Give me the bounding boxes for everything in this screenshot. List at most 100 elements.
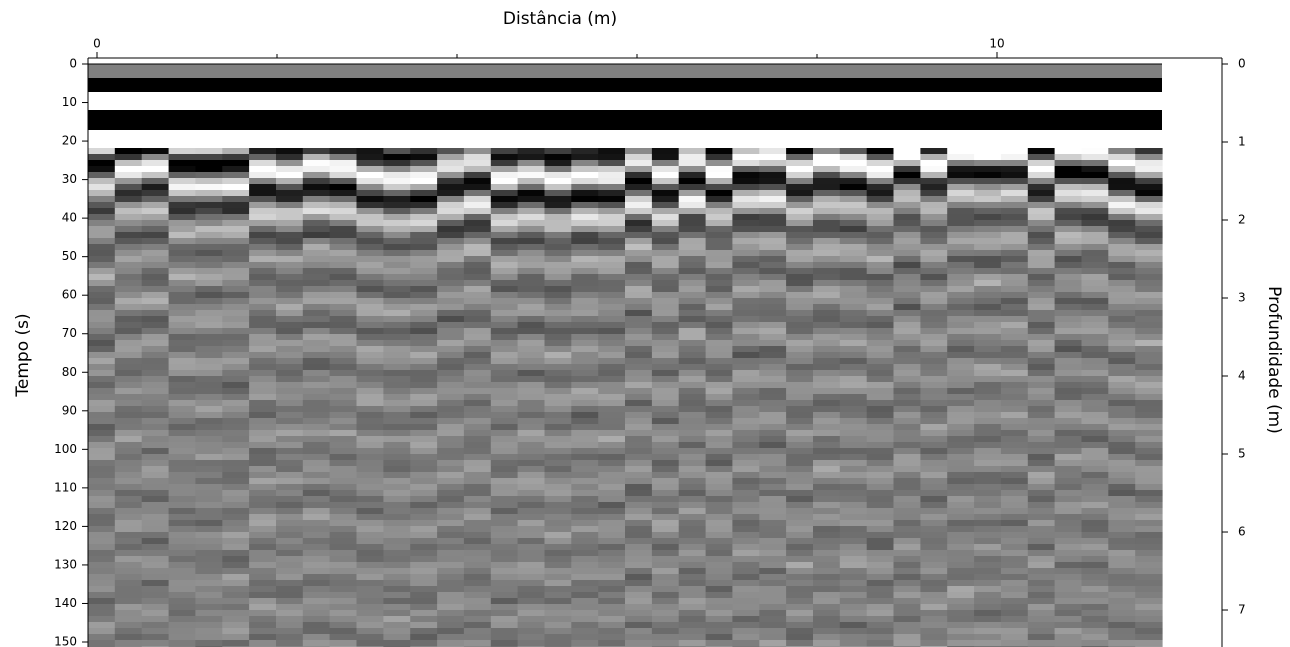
radargram-cell <box>1001 250 1028 256</box>
radargram-cell <box>652 352 679 358</box>
radargram-cell <box>437 616 464 622</box>
radargram-cell <box>920 634 947 640</box>
radargram-cell <box>142 424 169 430</box>
radargram-cell <box>1082 502 1109 508</box>
radargram-cell <box>115 430 142 436</box>
radargram-cell <box>867 298 894 304</box>
x-tick-label: 10 <box>989 37 1004 51</box>
radargram-cell <box>88 184 115 190</box>
radargram-cell <box>276 640 303 646</box>
radargram-cell <box>947 148 974 154</box>
radargram-cell <box>1055 574 1082 580</box>
radargram-cell <box>545 616 572 622</box>
radargram-cell <box>330 412 357 418</box>
radargram-cell <box>598 286 625 292</box>
radargram-cell <box>1135 508 1162 514</box>
radargram-cell <box>947 400 974 406</box>
radargram-cell <box>759 526 786 532</box>
radargram-cell <box>894 238 921 244</box>
radargram-cell <box>195 226 222 232</box>
radargram-cell <box>195 232 222 238</box>
radargram-cell <box>840 424 867 430</box>
radargram-cell <box>625 400 652 406</box>
radargram-cell <box>1108 238 1135 244</box>
radargram-cell <box>115 310 142 316</box>
radargram-cell <box>1055 484 1082 490</box>
radargram-cell <box>464 406 491 412</box>
radargram-cell <box>491 508 518 514</box>
radargram-cell <box>276 256 303 262</box>
radargram-cell <box>679 310 706 316</box>
radargram-cell <box>330 262 357 268</box>
radargram-cell <box>195 424 222 430</box>
radargram-cell <box>732 298 759 304</box>
radargram-cell <box>357 310 384 316</box>
radargram-cell <box>1001 520 1028 526</box>
radargram-cell <box>813 448 840 454</box>
radargram-cell <box>410 400 437 406</box>
radargram-cell <box>732 232 759 238</box>
radargram-cell <box>974 550 1001 556</box>
radargram-cell <box>303 346 330 352</box>
radargram-cell <box>249 592 276 598</box>
radargram-cell <box>974 622 1001 628</box>
radargram-cell <box>276 454 303 460</box>
radargram-cell <box>115 268 142 274</box>
radargram-cell <box>1028 286 1055 292</box>
radargram-cell <box>652 286 679 292</box>
radargram-cell <box>706 370 733 376</box>
radargram-cell <box>545 484 572 490</box>
radargram-cell <box>813 484 840 490</box>
radargram-cell <box>1028 424 1055 430</box>
radargram-cell <box>625 238 652 244</box>
radargram-cell <box>598 490 625 496</box>
radargram-cell <box>598 172 625 178</box>
radargram-cell <box>195 478 222 484</box>
radargram-cell <box>410 352 437 358</box>
radargram-cell <box>276 208 303 214</box>
radargram-cell <box>464 292 491 298</box>
radargram-cell <box>840 166 867 172</box>
radargram-cell <box>142 442 169 448</box>
radargram-cell <box>276 154 303 160</box>
radargram-cell <box>249 562 276 568</box>
radargram-cell <box>867 514 894 520</box>
radargram-cell <box>571 574 598 580</box>
radargram-cell <box>1028 562 1055 568</box>
radargram-cell <box>894 568 921 574</box>
radargram-cell <box>303 160 330 166</box>
radargram-cell <box>598 352 625 358</box>
radargram-cell <box>920 328 947 334</box>
radargram-cell <box>303 622 330 628</box>
radargram-cell <box>276 352 303 358</box>
radargram-cell <box>1108 640 1135 646</box>
radargram-cell <box>894 490 921 496</box>
radargram-cell <box>276 160 303 166</box>
radargram-cell <box>786 154 813 160</box>
radargram-cell <box>383 532 410 538</box>
radargram-cell <box>706 622 733 628</box>
radargram-cell <box>813 478 840 484</box>
radargram-cell <box>813 244 840 250</box>
radargram-cell <box>786 466 813 472</box>
radargram-cell <box>1082 148 1109 154</box>
radargram-cell <box>571 250 598 256</box>
radargram-cell <box>1082 430 1109 436</box>
radargram-cell <box>1108 226 1135 232</box>
radargram-cell <box>867 250 894 256</box>
radargram-cell <box>249 598 276 604</box>
radargram-cell <box>894 310 921 316</box>
radargram-cell <box>974 208 1001 214</box>
radargram-cell <box>1135 358 1162 364</box>
radargram-cell <box>1135 598 1162 604</box>
radargram-cell <box>518 178 545 184</box>
radargram-cell <box>867 292 894 298</box>
radargram-cell <box>303 430 330 436</box>
radargram-cell <box>1001 238 1028 244</box>
radargram-cell <box>598 250 625 256</box>
radargram-cell <box>652 256 679 262</box>
radargram-cell <box>1108 322 1135 328</box>
radargram-cell <box>249 382 276 388</box>
radargram-cell <box>437 430 464 436</box>
radargram-cell <box>115 154 142 160</box>
